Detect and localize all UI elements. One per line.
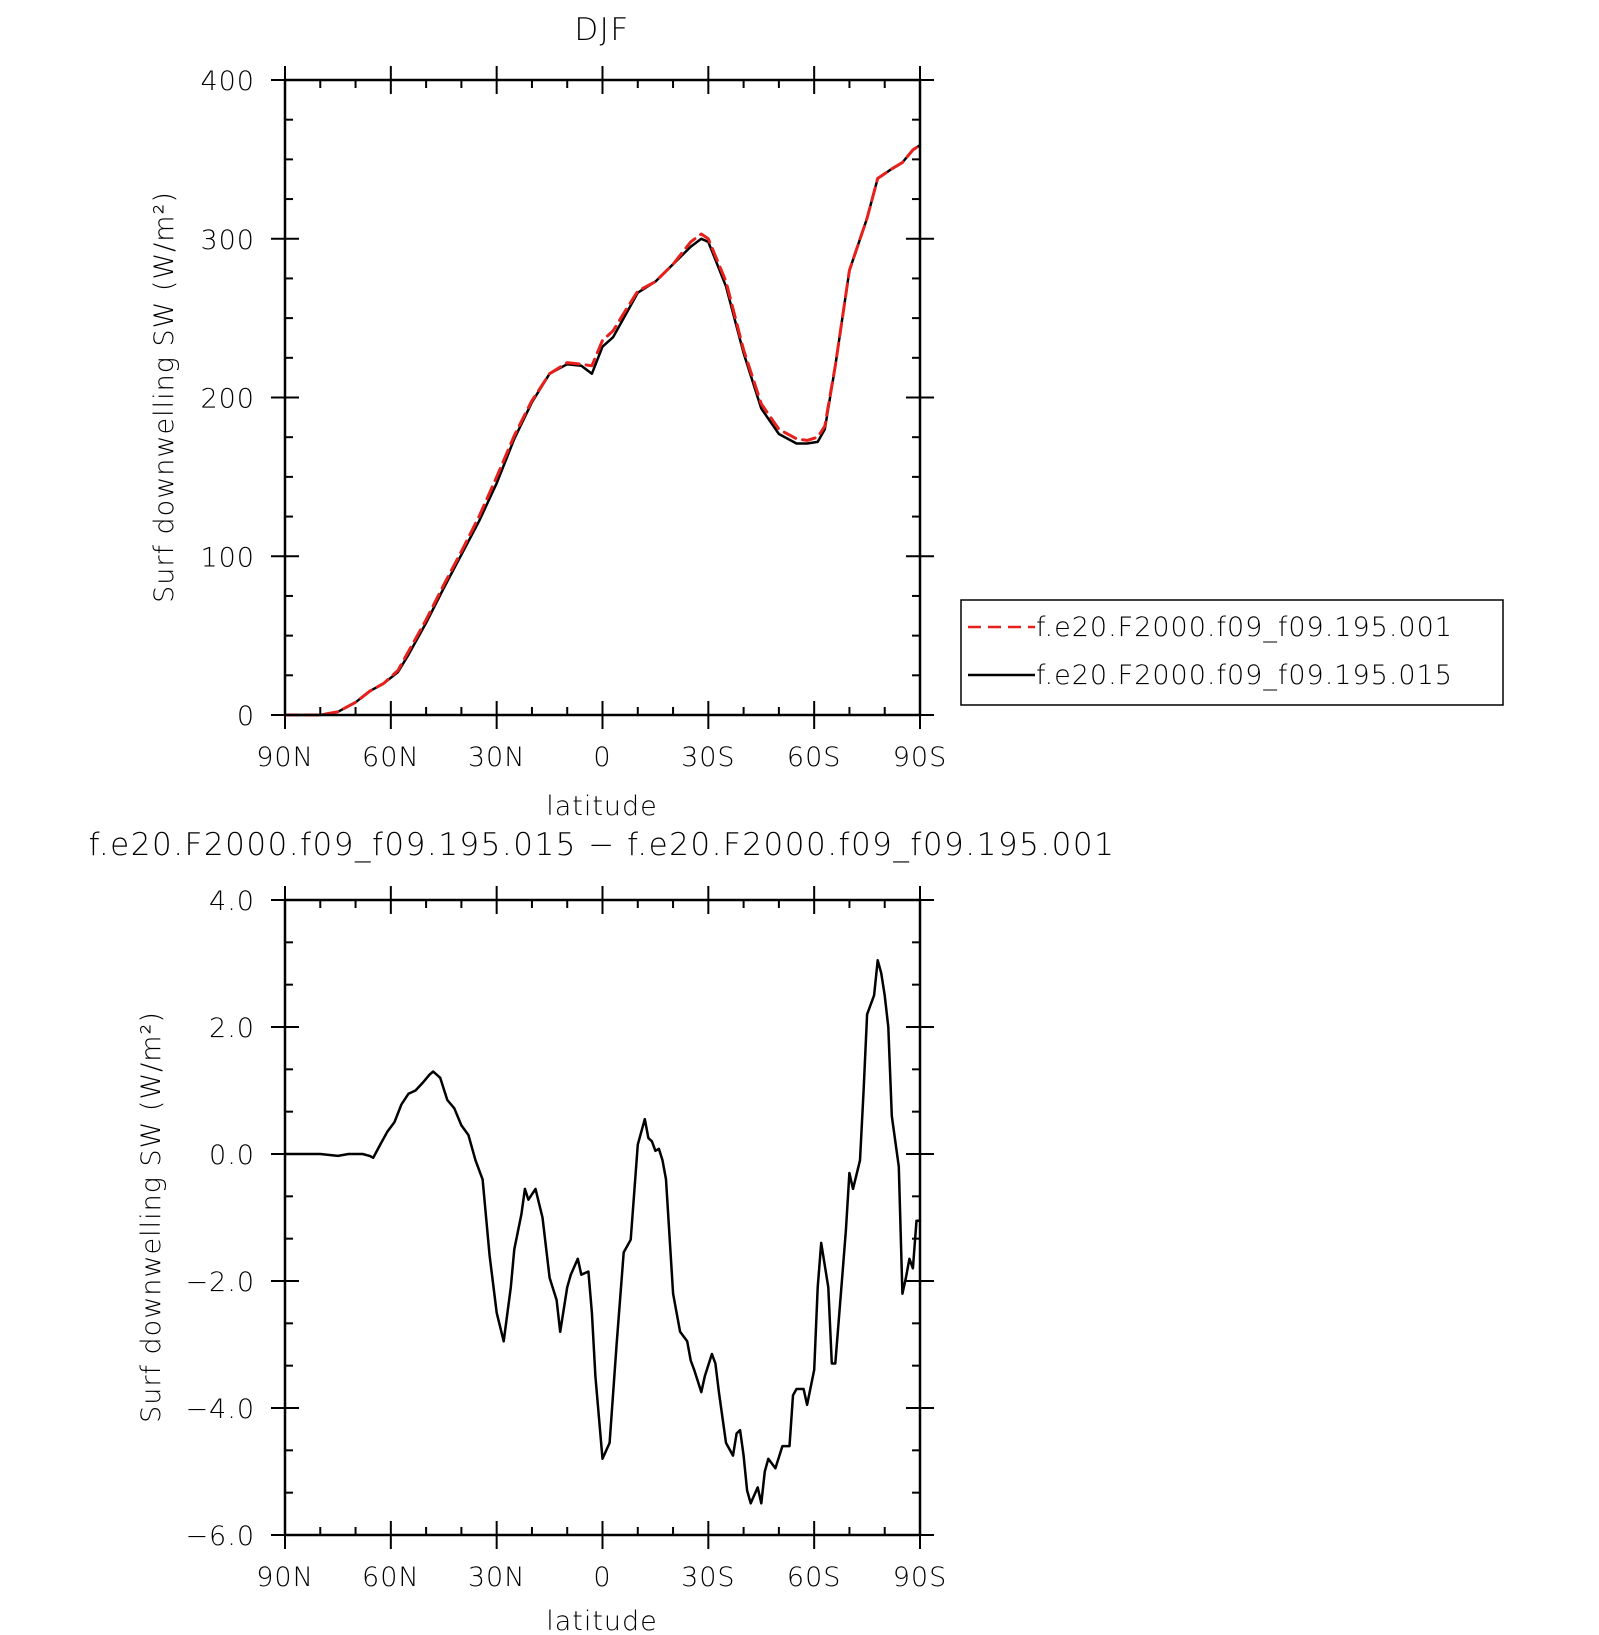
bottom-x-tick-labels: 90N 60N 30N 0 30S 60S 90S [256,1562,948,1593]
bottom-y-tick-label: 4.0 [209,886,255,917]
top-x-tick-label: 60N [362,742,420,773]
top-y-tick-label: 400 [200,66,255,97]
top-x-tick-labels: 90N 60N 30N 0 30S 60S 90S [256,742,948,773]
legend: f.e20.F2000.f09_f09.195.001 f.e20.F2000.… [960,599,1504,706]
legend-label-series-1: f.e20.F2000.f09_f09.195.001 [1036,612,1453,643]
bottom-plot-title: f.e20.F2000.f09_f09.195.015 − f.e20.F200… [89,827,1116,863]
top-y-tick-label: 300 [200,225,255,256]
legend-label-series-2: f.e20.F2000.f09_f09.195.015 [1036,660,1453,691]
bottom-plot-series [283,959,922,1505]
bottom-x-tick-label: 90N [256,1562,314,1593]
top-y-tick-label: 200 [200,384,255,415]
bottom-x-axis-label: latitude [546,1606,658,1635]
top-x-tick-label: 90N [256,742,314,773]
bottom-x-tick-label: 90S [893,1562,948,1593]
bottom-series-line-1 [283,959,922,1505]
bottom-plot-frame [283,898,922,1537]
top-y-tick-label: 100 [200,542,255,573]
bottom-y-axis-label: Surf downwelling SW (W/m²) [136,1011,167,1423]
top-x-tick-label: 30N [468,742,526,773]
top-plot-title: DJF [574,12,629,48]
top-series-line-1 [283,143,922,717]
bottom-x-tick-label: 30N [468,1562,526,1593]
top-x-tick-label: 0 [593,742,611,773]
bottom-plot: f.e20.F2000.f09_f09.195.015 − f.e20.F200… [89,827,1116,1635]
bottom-x-tick-label: 0 [593,1562,611,1593]
top-plot-ticks [271,66,934,729]
bottom-x-tick-label: 30S [681,1562,736,1593]
bottom-y-tick-label: −2.0 [185,1267,255,1298]
bottom-y-tick-label: 2.0 [209,1013,255,1044]
top-x-tick-label: 30S [681,742,736,773]
top-x-tick-label: 90S [893,742,948,773]
top-x-axis-label: latitude [546,791,658,822]
bottom-y-tick-label: −4.0 [185,1394,255,1425]
bottom-x-tick-label: 60S [787,1562,842,1593]
top-series-line-2 [283,143,922,717]
bottom-x-tick-label: 60N [362,1562,420,1593]
top-y-tick-label: 0 [237,701,255,732]
top-plot: DJF 90N 60N 30N 0 30S 60S 90S 0 100 200 300 400 la… [149,12,1504,822]
top-y-axis-label: Surf downwelling SW (W/m²) [149,191,180,603]
top-x-tick-label: 60S [787,742,842,773]
bottom-y-tick-labels: −6.0 −4.0 −2.0 0.0 2.0 4.0 [185,886,255,1552]
top-plot-frame [283,78,922,717]
bottom-y-tick-label: −6.0 [185,1521,255,1552]
top-plot-series [283,143,922,717]
legend-box [960,599,1504,706]
bottom-y-tick-label: 0.0 [209,1140,255,1171]
top-y-tick-labels: 0 100 200 300 400 [200,66,255,732]
